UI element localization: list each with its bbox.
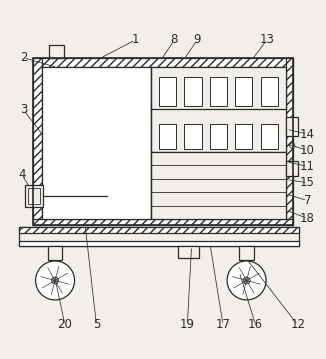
Text: 1: 1	[132, 33, 139, 46]
Bar	[210, 124, 227, 149]
Text: 18: 18	[300, 212, 315, 225]
Text: 7: 7	[304, 194, 311, 207]
Text: 19: 19	[180, 318, 195, 331]
Bar	[184, 76, 201, 106]
Text: 17: 17	[215, 318, 230, 331]
Bar	[151, 152, 286, 219]
Bar	[260, 76, 278, 106]
Bar	[235, 76, 252, 106]
Bar	[42, 67, 151, 219]
Text: 9: 9	[193, 33, 201, 46]
Bar	[286, 58, 293, 225]
Bar	[19, 227, 299, 246]
Text: 15: 15	[300, 176, 315, 189]
Text: 16: 16	[248, 318, 263, 331]
Bar	[239, 246, 254, 260]
Text: 8: 8	[171, 33, 178, 46]
Bar	[33, 58, 293, 67]
Bar	[19, 241, 299, 246]
Bar	[28, 188, 40, 204]
Bar	[286, 117, 298, 136]
Bar	[286, 160, 298, 177]
Text: 4: 4	[18, 168, 25, 181]
Bar	[19, 227, 299, 233]
Bar	[48, 246, 62, 260]
Bar	[49, 46, 64, 58]
Bar	[25, 185, 43, 207]
Text: 5: 5	[93, 318, 100, 331]
Bar	[184, 124, 201, 149]
Bar	[33, 58, 293, 225]
Text: 12: 12	[290, 318, 305, 331]
Bar	[159, 76, 176, 106]
Circle shape	[52, 277, 59, 284]
Bar	[159, 124, 176, 149]
Circle shape	[36, 261, 75, 300]
Bar	[33, 219, 293, 225]
Text: 2: 2	[20, 51, 27, 64]
Bar	[33, 58, 293, 225]
Circle shape	[289, 143, 295, 148]
Bar	[235, 124, 252, 149]
Text: 3: 3	[20, 103, 27, 116]
Text: 14: 14	[300, 127, 315, 141]
Bar	[210, 76, 227, 106]
Bar	[260, 124, 278, 149]
Circle shape	[227, 261, 266, 300]
Text: 20: 20	[57, 318, 72, 331]
Bar	[178, 246, 199, 258]
Bar	[151, 67, 286, 152]
Text: 10: 10	[300, 144, 315, 157]
Bar	[33, 58, 42, 225]
Circle shape	[243, 277, 250, 284]
Text: 11: 11	[300, 160, 315, 173]
Text: 13: 13	[259, 33, 274, 46]
